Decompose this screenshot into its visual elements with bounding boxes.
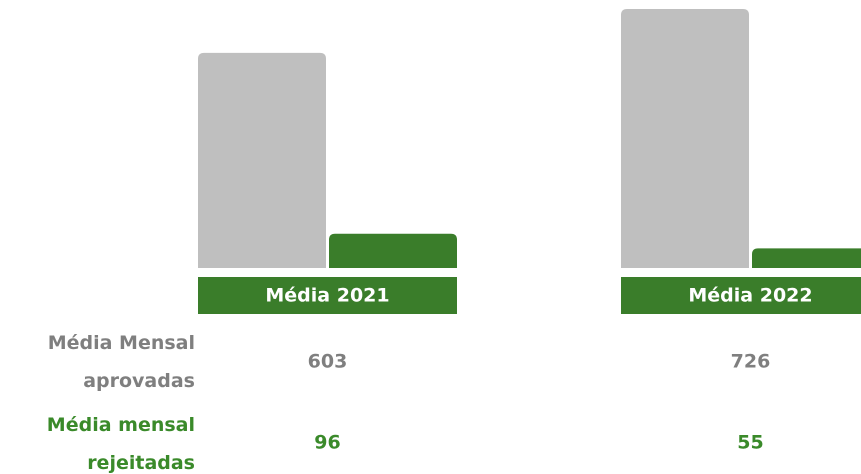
bar <box>198 52 326 269</box>
category-label: Média 2021 <box>265 285 389 307</box>
series-label: Média mensal rejeitadas <box>46 414 195 474</box>
value-label: 55 <box>737 432 763 454</box>
value-label: 726 <box>731 351 771 373</box>
category-box <box>198 277 457 314</box>
series-label: Média Mensal aprovadas <box>47 332 195 392</box>
bar <box>329 233 457 268</box>
value-label: 96 <box>314 432 340 454</box>
bar <box>621 9 749 268</box>
bar <box>752 248 861 268</box>
category-box <box>621 277 861 314</box>
category-label: Média 2022 <box>688 285 812 307</box>
value-label: 603 <box>308 351 348 373</box>
